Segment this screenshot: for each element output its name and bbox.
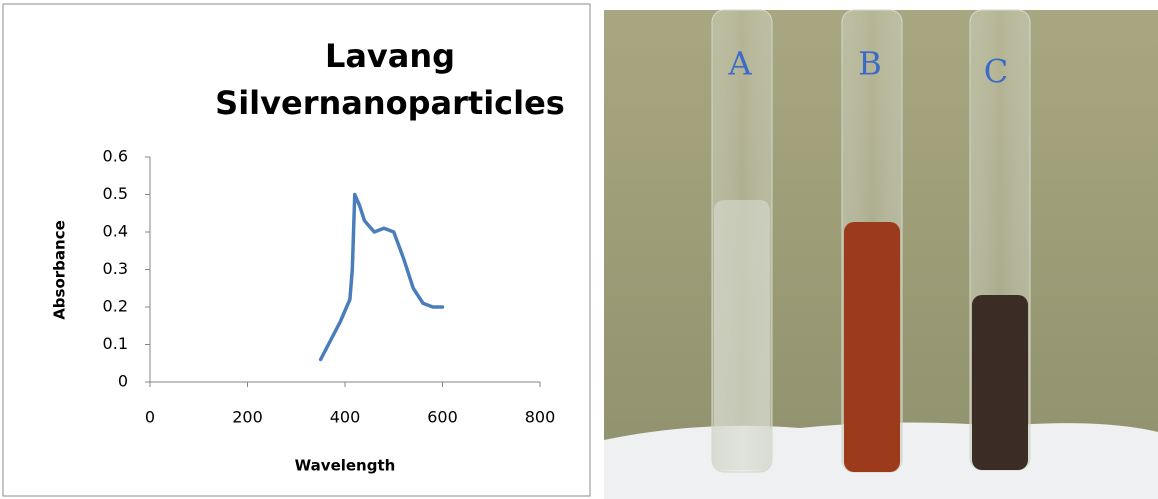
page: Lavang Silvernanoparticles Wavelength Ab… [0,0,1158,499]
y-tick-label: 0.3 [103,259,128,278]
liquid [714,200,770,470]
x-tick-label: 800 [525,408,556,427]
y-tick-label: 0.5 [103,184,128,203]
tube-label: B [858,45,882,83]
tube-label: A [727,45,752,83]
y-tick-label: 0.2 [103,297,128,316]
y-tick-label: 0.1 [103,334,128,353]
y-tick-label: 0 [118,372,128,391]
tube-label: C [984,53,1008,91]
liquid [844,222,900,472]
liquid [972,295,1028,470]
chart-title: Silvernanoparticles [215,84,565,122]
x-tick-label: 0 [145,408,155,427]
y-tick-label: 0.6 [103,147,128,166]
x-axis-label: Wavelength [295,457,396,475]
y-tick-label: 0.4 [103,222,128,241]
x-tick-label: 400 [330,408,361,427]
x-tick-label: 600 [427,408,458,427]
chart-frame [3,4,590,496]
photo: A B C [604,10,1158,499]
chart-title: Lavang [325,37,455,75]
y-axis-label: Absorbance [51,220,69,320]
x-tick-label: 200 [232,408,263,427]
